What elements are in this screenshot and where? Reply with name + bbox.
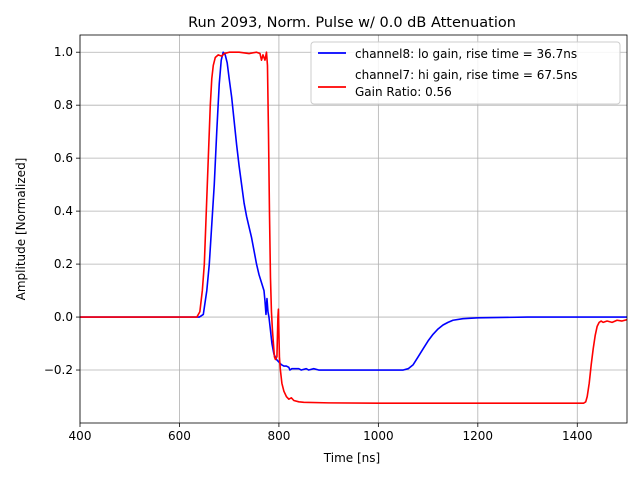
y-tick-label: 0.2: [54, 257, 73, 271]
legend-label-gain-ratio: Gain Ratio: 0.56: [355, 85, 452, 99]
y-tick-label: 0.0: [54, 310, 73, 324]
x-tick-label: 400: [69, 429, 92, 443]
y-tick-label: −0.2: [44, 363, 73, 377]
y-tick-label: 0.8: [54, 98, 73, 112]
y-axis: −0.2 0.0 0.2 0.4 0.6 0.8 1.0: [44, 45, 80, 377]
plot-area: [80, 51, 627, 404]
x-tick-label: 1200: [463, 429, 494, 443]
y-tick-label: 0.4: [54, 204, 73, 218]
y-axis-label: Amplitude [Normalized]: [14, 158, 28, 301]
y-tick-label: 0.6: [54, 151, 73, 165]
legend-label-channel8: channel8: lo gain, rise time = 36.7ns: [355, 47, 577, 61]
x-tick-label: 1000: [363, 429, 394, 443]
x-tick-label: 600: [168, 429, 191, 443]
legend: channel8: lo gain, rise time = 36.7ns ch…: [310, 41, 621, 105]
series-layer: [80, 51, 627, 404]
x-axis: 400 600 800 1000 1200 1400: [69, 423, 593, 443]
x-tick-label: 800: [267, 429, 290, 443]
x-tick-label: 1400: [562, 429, 593, 443]
axes-frame: [79, 34, 628, 424]
legend-box: [310, 41, 621, 105]
x-axis-label: Time [ns]: [323, 451, 380, 465]
legend-label-channel7: channel7: hi gain, rise time = 67.5ns: [355, 68, 577, 82]
y-tick-label: 1.0: [54, 45, 73, 59]
chart-title: Run 2093, Norm. Pulse w/ 0.0 dB Attenuat…: [188, 15, 516, 31]
series-line-channel7: [80, 51, 627, 404]
